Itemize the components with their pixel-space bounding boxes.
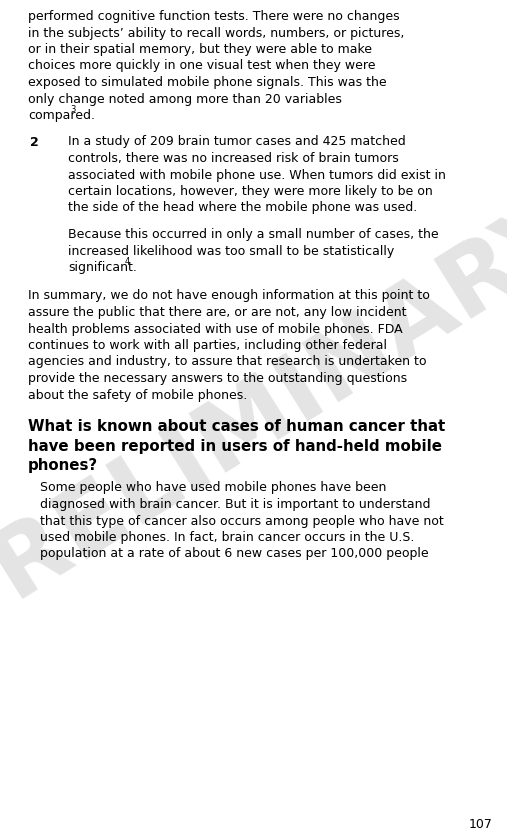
Text: increased likelihood was too small to be statistically: increased likelihood was too small to be… [68,244,394,257]
Text: certain locations, however, they were more likely to be on: certain locations, however, they were mo… [68,185,433,198]
Text: that this type of cancer also occurs among people who have not: that this type of cancer also occurs amo… [40,514,444,528]
Text: Some people who have used mobile phones have been: Some people who have used mobile phones … [40,482,386,495]
Text: in the subjects’ ability to recall words, numbers, or pictures,: in the subjects’ ability to recall words… [28,27,405,39]
Text: significant.: significant. [68,261,137,274]
Text: 3: 3 [70,105,76,114]
Text: PRELIMINARY: PRELIMINARY [0,182,507,654]
Text: controls, there was no increased risk of brain tumors: controls, there was no increased risk of… [68,152,399,165]
Text: phones?: phones? [28,458,98,473]
Text: 4: 4 [124,257,129,266]
Text: In summary, we do not have enough information at this point to: In summary, we do not have enough inform… [28,289,430,303]
Text: 2: 2 [30,135,39,149]
Text: provide the necessary answers to the outstanding questions: provide the necessary answers to the out… [28,372,407,385]
Text: In a study of 209 brain tumor cases and 425 matched: In a study of 209 brain tumor cases and … [68,135,406,149]
Text: diagnosed with brain cancer. But it is important to understand: diagnosed with brain cancer. But it is i… [40,498,430,511]
Text: continues to work with all parties, including other federal: continues to work with all parties, incl… [28,339,387,352]
Text: have been reported in users of hand-held mobile: have been reported in users of hand-held… [28,439,442,453]
Text: exposed to simulated mobile phone signals. This was the: exposed to simulated mobile phone signal… [28,76,387,89]
Text: compared.: compared. [28,109,95,122]
Text: choices more quickly in one visual test when they were: choices more quickly in one visual test … [28,59,376,73]
Text: assure the public that there are, or are not, any low incident: assure the public that there are, or are… [28,306,407,319]
Text: health problems associated with use of mobile phones. FDA: health problems associated with use of m… [28,323,403,335]
Text: the side of the head where the mobile phone was used.: the side of the head where the mobile ph… [68,201,417,215]
Text: performed cognitive function tests. There were no changes: performed cognitive function tests. Ther… [28,10,400,23]
Text: about the safety of mobile phones.: about the safety of mobile phones. [28,389,247,401]
Text: 107: 107 [469,818,493,831]
Text: only change noted among more than 20 variables: only change noted among more than 20 var… [28,93,342,105]
Text: used mobile phones. In fact, brain cancer occurs in the U.S.: used mobile phones. In fact, brain cance… [40,531,414,544]
Text: Because this occurred in only a small number of cases, the: Because this occurred in only a small nu… [68,228,439,241]
Text: population at a rate of about 6 new cases per 100,000 people: population at a rate of about 6 new case… [40,548,428,560]
Text: associated with mobile phone use. When tumors did exist in: associated with mobile phone use. When t… [68,169,446,181]
Text: or in their spatial memory, but they were able to make: or in their spatial memory, but they wer… [28,43,372,56]
Text: What is known about cases of human cancer that: What is known about cases of human cance… [28,419,445,434]
Text: agencies and industry, to assure that research is undertaken to: agencies and industry, to assure that re… [28,355,426,369]
